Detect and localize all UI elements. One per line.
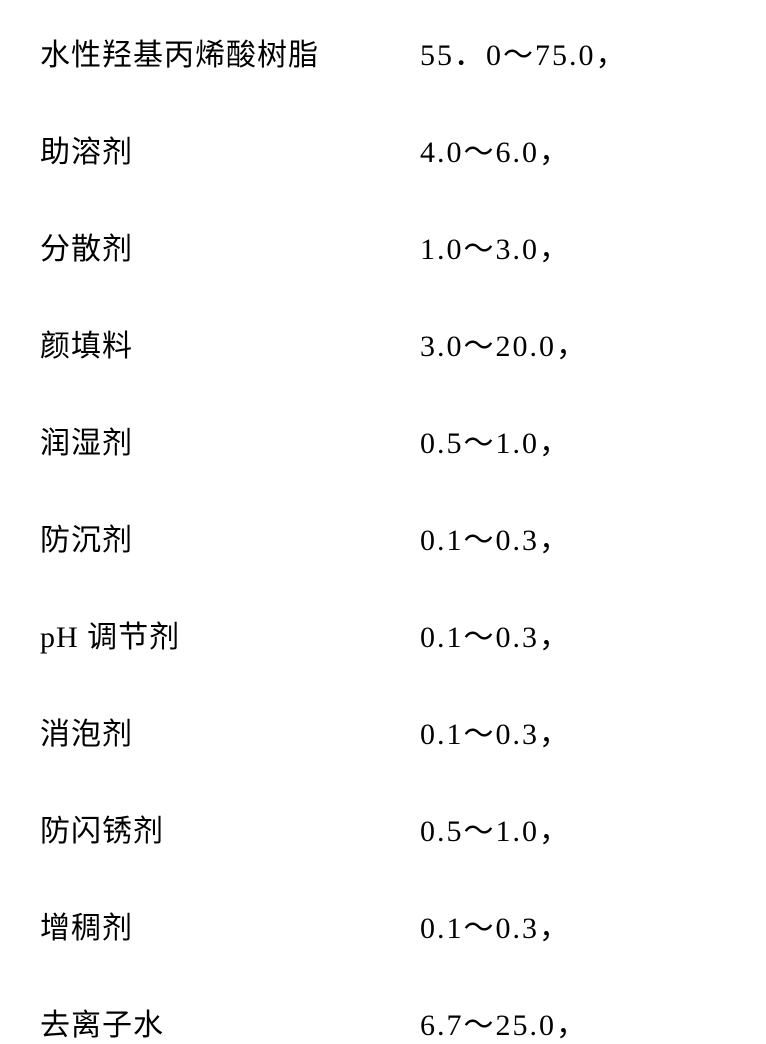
component-label: 防沉剂 (40, 515, 420, 559)
component-value: 0.1～0.3， (420, 903, 571, 947)
table-row: 消泡剂 0.1～0.3， (40, 709, 726, 753)
component-value: 6.7～25.0， (420, 1000, 588, 1044)
table-row: 防沉剂 0.1～0.3， (40, 515, 726, 559)
component-value: 0.5～1.0， (420, 418, 571, 462)
table-row: 润湿剂 0.5～1.0， (40, 418, 726, 462)
component-label: 润湿剂 (40, 418, 420, 462)
component-value: 0.1～0.3， (420, 515, 571, 559)
table-row: 颜填料 3.0～20.0， (40, 321, 726, 365)
table-row: 增稠剂 0.1～0.3， (40, 903, 726, 947)
table-row: 分散剂 1.0～3.0， (40, 224, 726, 268)
component-value: 0.1～0.3， (420, 612, 571, 656)
component-label: 去离子水 (40, 1000, 420, 1044)
component-value: 0.5～1.0， (420, 806, 571, 850)
component-label: 助溶剂 (40, 127, 420, 171)
table-row: pH 调节剂 0.1～0.3， (40, 612, 726, 656)
component-label: 消泡剂 (40, 709, 420, 753)
table-row: 去离子水 6.7～25.0， (40, 1000, 726, 1044)
component-value: 3.0～20.0， (420, 321, 588, 365)
composition-table: 水性羟基丙烯酸树脂 55．0～75.0， 助溶剂 4.0～6.0， 分散剂 1.… (40, 30, 726, 1044)
component-value: 4.0～6.0， (420, 127, 571, 171)
component-value: 1.0～3.0， (420, 224, 571, 268)
component-label: 防闪锈剂 (40, 806, 420, 850)
component-value: 0.1～0.3， (420, 709, 571, 753)
table-row: 防闪锈剂 0.5～1.0， (40, 806, 726, 850)
component-label: pH 调节剂 (40, 612, 420, 656)
component-label: 水性羟基丙烯酸树脂 (40, 30, 420, 74)
component-value: 55．0～75.0， (420, 30, 628, 74)
component-label: 分散剂 (40, 224, 420, 268)
table-row: 助溶剂 4.0～6.0， (40, 127, 726, 171)
table-row: 水性羟基丙烯酸树脂 55．0～75.0， (40, 30, 726, 74)
component-label: 颜填料 (40, 321, 420, 365)
component-label: 增稠剂 (40, 903, 420, 947)
